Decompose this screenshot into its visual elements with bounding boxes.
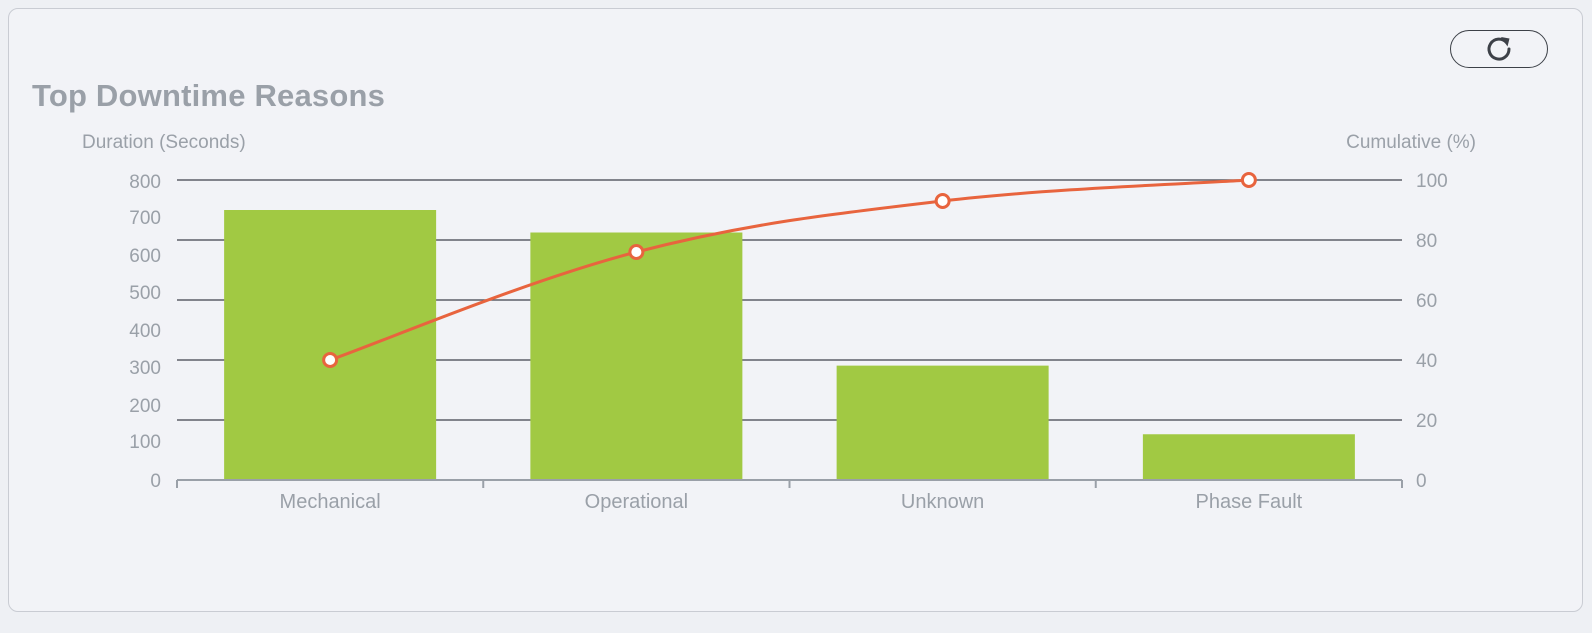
- axes: [176, 479, 1403, 488]
- refresh-icon: [1487, 37, 1511, 61]
- x-tick-label: Unknown: [901, 491, 984, 513]
- x-tick-label: Mechanical: [280, 491, 381, 513]
- y-tick-label: 100: [129, 432, 161, 453]
- x-tick-label: Operational: [585, 491, 688, 513]
- cumulative-point: [934, 193, 951, 209]
- cumulative-line: [322, 172, 1257, 368]
- y-axis-title: Duration (Seconds): [82, 132, 246, 153]
- y2-tick-label: 60: [1416, 291, 1437, 312]
- bar: [224, 210, 437, 480]
- y2-tick-label: 100: [1416, 171, 1448, 192]
- y-tick-label: 300: [129, 358, 161, 379]
- y-tick-label: 200: [129, 396, 161, 417]
- cumulative-point: [628, 244, 645, 260]
- bar: [530, 232, 743, 480]
- y2-tick-label: 40: [1416, 351, 1437, 372]
- cumulative-line-path: [329, 178, 1249, 362]
- cumulative-point: [322, 352, 339, 368]
- y2-tick-label: 0: [1416, 471, 1427, 492]
- chart-title: Top Downtime Reasons: [32, 78, 386, 113]
- y-tick-label: 800: [129, 172, 161, 193]
- y-tick-label: 600: [129, 246, 161, 267]
- y2-tick-label: 20: [1416, 411, 1437, 432]
- y-tick-label: 400: [129, 321, 161, 342]
- y-tick-label: 500: [129, 283, 161, 304]
- cumulative-point: [1240, 172, 1257, 188]
- bar: [1142, 434, 1355, 480]
- y-tick-label: 700: [129, 208, 161, 229]
- y2-axis-title: Cumulative (%): [1346, 132, 1476, 153]
- y2-tick-label: 80: [1416, 231, 1437, 252]
- bars: [224, 210, 1355, 480]
- refresh-button[interactable]: [1450, 30, 1548, 68]
- x-tick-label: Phase Fault: [1196, 491, 1303, 513]
- y-tick-label: 0: [150, 471, 161, 492]
- axis-labels: Duration (Seconds) Cumulative (%) 0 100 20…: [82, 132, 1476, 513]
- bar: [836, 365, 1049, 480]
